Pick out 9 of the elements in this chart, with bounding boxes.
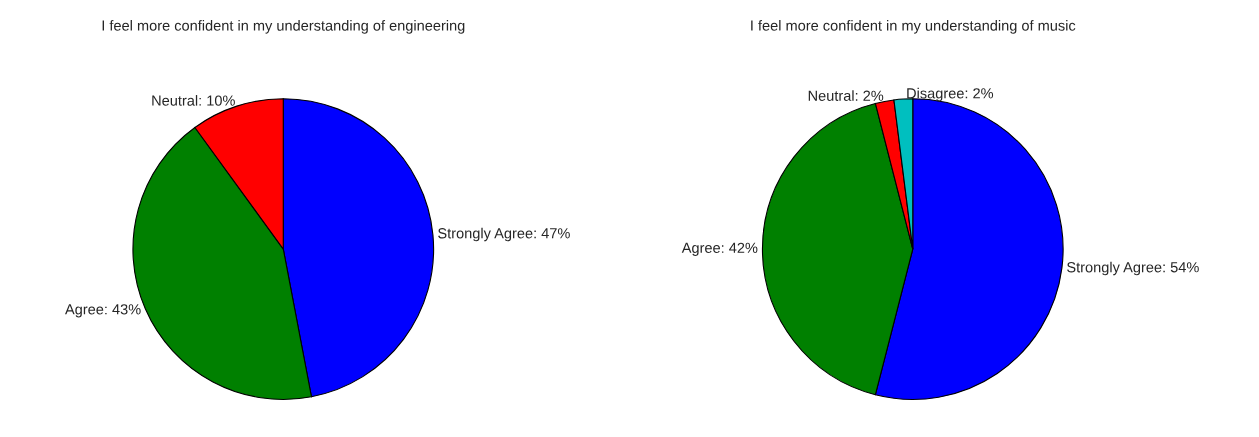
chart-title: I feel more confident in my understanding of music bbox=[751, 20, 1076, 34]
slice-label: Strongly Agree: 47% bbox=[438, 227, 570, 242]
slice-label: Agree: 43% bbox=[65, 304, 141, 318]
slice-label: Neutral: 10% bbox=[152, 95, 235, 106]
slice-label: Strongly Agree: 54% bbox=[1067, 261, 1199, 276]
slice-label: Disagree: 2% bbox=[907, 87, 994, 102]
slice-label: Neutral: 2% bbox=[808, 90, 884, 101]
chart-title: I feel more confident in my understanding of engineering bbox=[102, 20, 465, 34]
slice-label: Agree: 42% bbox=[681, 242, 758, 256]
